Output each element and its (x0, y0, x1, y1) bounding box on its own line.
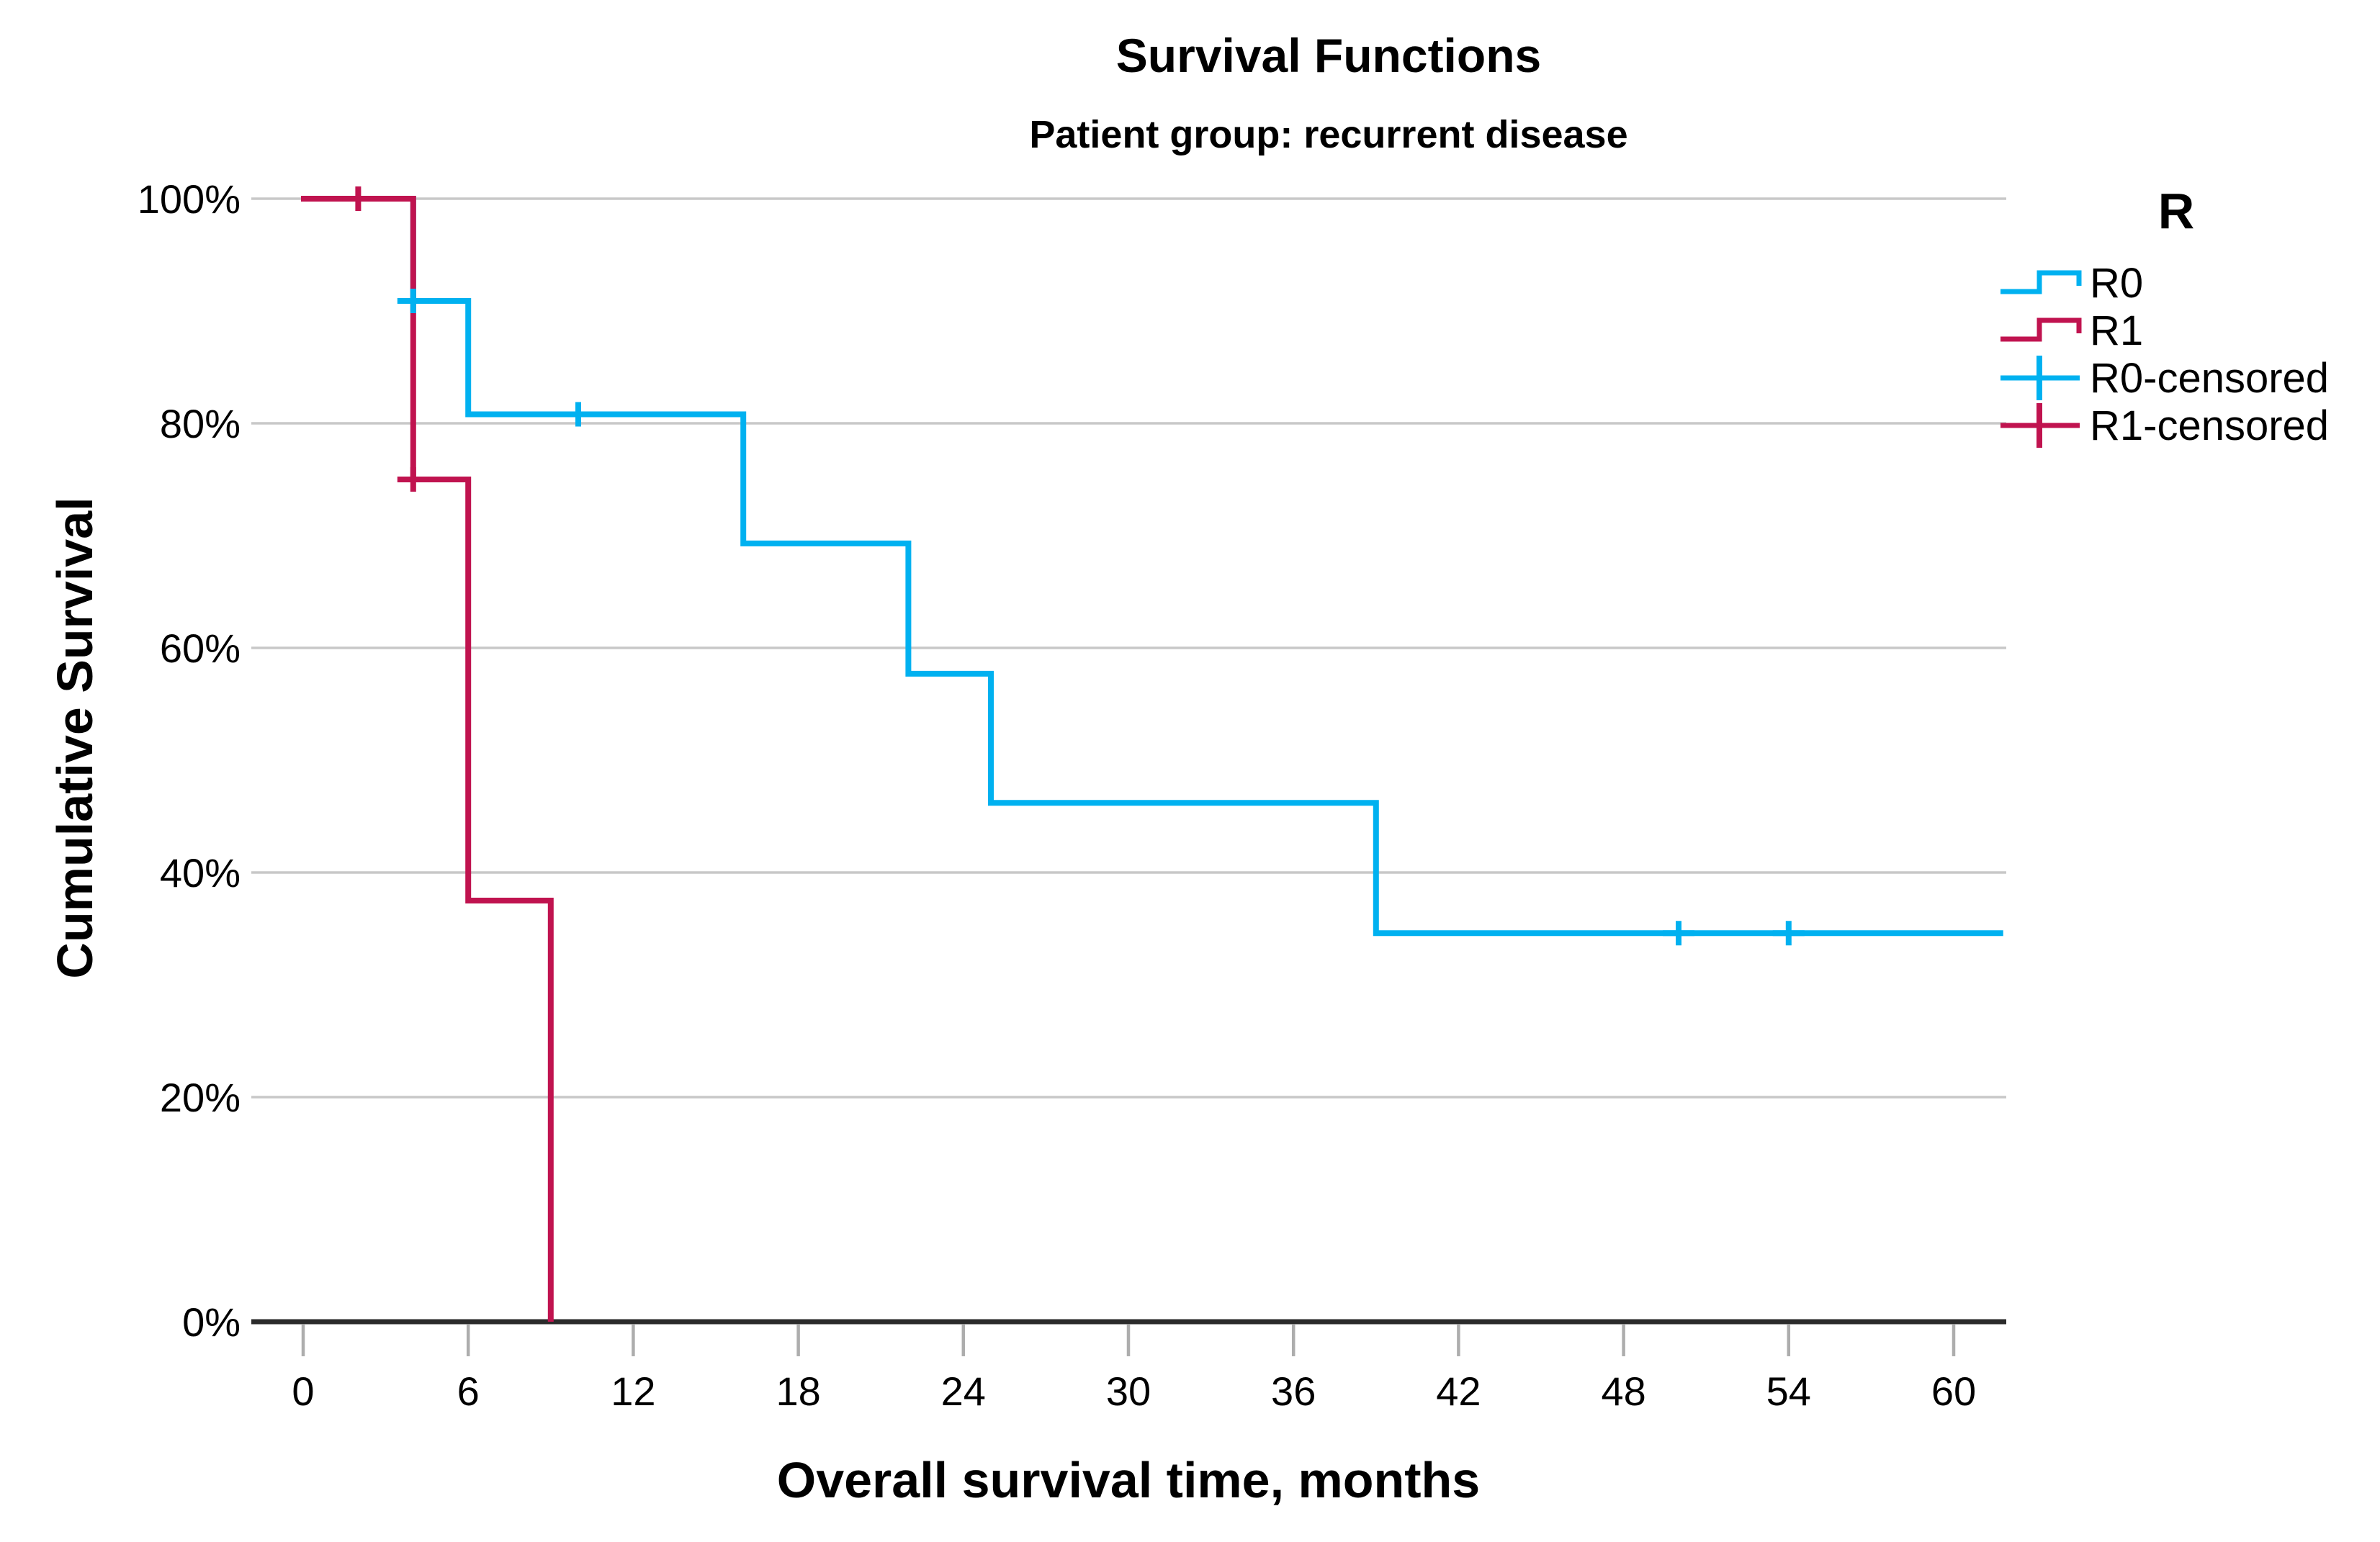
censored-mark-r0 (562, 402, 594, 427)
curve-r1 (301, 196, 554, 1322)
legend-label: R1-censored (2090, 402, 2329, 449)
legend-row: R0 (2000, 260, 2143, 307)
censored-mark-r0 (1663, 921, 1694, 946)
x-tick-label: 30 (1106, 1369, 1151, 1414)
legend-swatch-step (2000, 270, 2082, 294)
legend-row: R1 (2000, 307, 2143, 354)
x-tick-label: 12 (611, 1369, 655, 1414)
x-tick-label: 60 (1931, 1369, 1976, 1414)
censored-mark-r0 (397, 288, 429, 313)
legend-swatch-step (2000, 317, 2082, 342)
x-tick-labels: 0 6 12 18 24 30 36 42 48 54 60 (292, 1369, 1976, 1414)
y-tick-label: 0% (182, 1299, 241, 1345)
x-tick-label: 24 (941, 1369, 986, 1414)
y-axis-title: Cumulative Survival (47, 497, 103, 978)
legend-row: R0-censored (2000, 355, 2329, 402)
legend-label: R0 (2090, 260, 2143, 307)
x-tick-label: 54 (1766, 1369, 1811, 1414)
x-tick-label: 0 (292, 1369, 314, 1414)
y-tick-label: 80% (160, 401, 241, 446)
x-axis (251, 1319, 2006, 1356)
censored-marks (342, 186, 1805, 946)
x-tick-label: 18 (776, 1369, 820, 1414)
legend-label: R1 (2090, 307, 2143, 354)
x-tick-label: 36 (1271, 1369, 1316, 1414)
y-tick-label: 100% (138, 176, 241, 222)
chart-title: Survival Functions (1116, 29, 1541, 82)
y-tick-label: 60% (160, 626, 241, 671)
legend-label: R0-censored (2090, 355, 2329, 402)
legend-title: R (2158, 183, 2195, 239)
y-tick-label: 40% (160, 850, 241, 896)
legend-row: R1-censored (2000, 402, 2329, 449)
x-tick-label: 6 (457, 1369, 480, 1414)
curve-r0 (301, 196, 2003, 937)
x-tick-label: 48 (1601, 1369, 1645, 1414)
y-tick-labels: 0% 20% 40% 60% 80% 100% (138, 176, 241, 1345)
censored-mark-r1 (342, 186, 374, 211)
x-tick-label: 42 (1436, 1369, 1481, 1414)
x-axis-title: Overall survival time, months (777, 1452, 1480, 1508)
chart-subtitle: Patient group: recurrent disease (1029, 113, 1627, 156)
censored-mark-r0 (1772, 921, 1805, 946)
censored-mark-r1 (397, 467, 429, 492)
gridlines (251, 197, 2006, 1099)
y-tick-label: 20% (160, 1075, 241, 1120)
survival-curves (301, 196, 2003, 1322)
